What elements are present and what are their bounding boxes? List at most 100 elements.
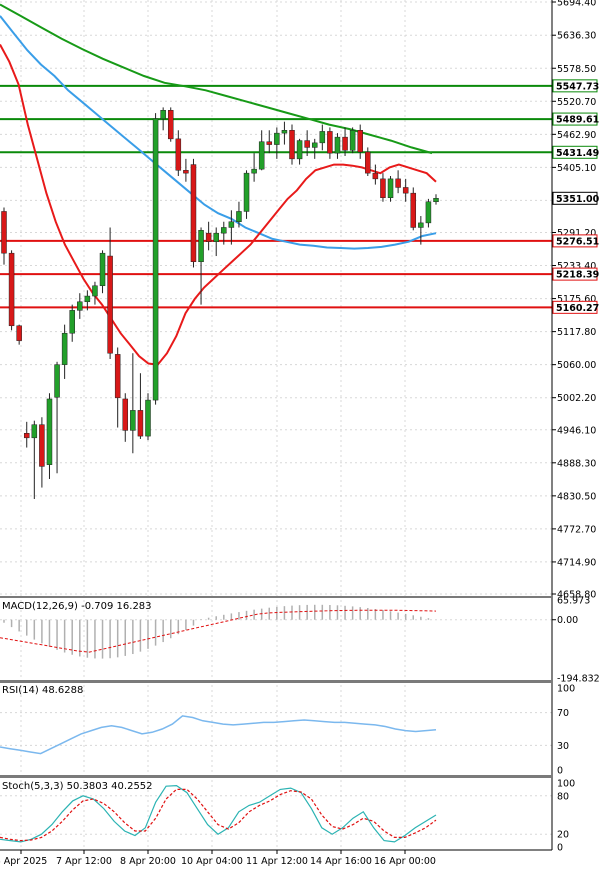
candle-body (190, 164, 197, 263)
level-tag-box (552, 234, 598, 248)
price-tick-label: 5117.80 (557, 327, 596, 338)
time-axis: 4 Apr 2025 7 Apr 12:00 8 Apr 20:00 10 Apr 0… (0, 850, 436, 867)
ma-mid-blue-line (0, 15, 437, 250)
time-tick-label: 4 Apr 2025 (0, 856, 47, 867)
candle-body (137, 410, 144, 437)
rsi-tick-label: 70 (557, 708, 569, 719)
candle-body (296, 140, 303, 160)
candle-body (349, 130, 356, 151)
level-tag-box (552, 112, 598, 126)
panel-separator (0, 775, 552, 778)
time-tick-label: 10 Apr 04:00 (181, 856, 243, 867)
ma-fast-red-line (0, 44, 437, 366)
panel-frames (0, 0, 553, 851)
price-tick-label: 4830.50 (557, 491, 596, 502)
price-axis: 5694.40 5636.30 5578.50 5520.70 5462.90 5405.… (552, 0, 600, 854)
rsi-tick-label: 0 (557, 766, 563, 777)
candle-body (183, 170, 189, 174)
level-tag-box (552, 267, 598, 281)
candle-body (54, 364, 60, 398)
candle-body (402, 187, 409, 194)
level-tag-label: 5431.49 (556, 148, 599, 159)
candle-body (380, 178, 386, 198)
moving-averages (0, 3, 437, 366)
candle-body (357, 130, 363, 153)
price-tick-label: 5060.00 (557, 360, 596, 371)
candle-body (433, 198, 439, 202)
price-tick-label: 5578.50 (557, 64, 596, 75)
stoch-k-line (0, 784, 437, 843)
candle-body (311, 142, 318, 148)
macd-label: MACD(12,26,9) -0.709 16.283 (2, 601, 152, 612)
panel-separator (0, 680, 552, 683)
level-tag-label: 5218.39 (556, 270, 599, 281)
stoch-tick-label: 80 (557, 791, 569, 802)
candle-body (175, 138, 182, 171)
rsi-panel (0, 712, 552, 755)
candle-body (145, 399, 151, 437)
candle-body (221, 227, 227, 234)
stoch-tick-label: 100 (557, 779, 575, 790)
candle-body (1, 211, 7, 254)
rsi-line (0, 715, 437, 755)
candle-body (243, 172, 250, 212)
rsi-tick-label: 30 (557, 741, 569, 752)
candle-body (327, 131, 333, 154)
price-tick-label: 4946.10 (557, 425, 596, 436)
grid-lines (0, 0, 552, 850)
price-tick-label: 4888.30 (557, 458, 596, 469)
level-tag-label: 5489.61 (556, 115, 599, 126)
candle-body (167, 110, 174, 140)
price-tags: 5547.73 5489.61 5431.49 5276.51 5218.39 5160.… (552, 79, 600, 314)
candle-body (258, 141, 265, 170)
price-tick-label: 5462.90 (557, 130, 596, 141)
candle-body (365, 151, 371, 174)
candle-body (61, 332, 68, 365)
stoch-d-line (0, 788, 437, 842)
macd-panel (0, 604, 552, 659)
candle-body (274, 132, 280, 145)
macd-tick-label: 65.973 (557, 596, 590, 607)
price-tick-label: 5405.10 (557, 163, 596, 174)
candle-body (16, 325, 22, 341)
price-tick-label: 4772.70 (557, 524, 596, 535)
macd-tick-label: 0.00 (557, 615, 578, 626)
price-tick-label: 5520.70 (557, 97, 596, 108)
current-price-box (552, 191, 598, 205)
price-tick-label: 5636.30 (557, 31, 596, 42)
candle-body (46, 398, 53, 465)
candle-body (418, 222, 424, 228)
time-tick-label: 16 Apr 00:00 (374, 856, 436, 867)
candle-body (425, 201, 432, 224)
candlestick-series (1, 107, 439, 499)
candle-body (289, 130, 295, 160)
candle-body (395, 178, 401, 188)
candle-body (387, 178, 394, 198)
candle-body (39, 424, 45, 467)
candle-body (266, 141, 273, 145)
macd-tick-label: -194.832 (557, 674, 600, 685)
candle-body (23, 433, 30, 439)
candle-body (228, 221, 235, 228)
time-tick-label: 8 Apr 20:00 (120, 856, 176, 867)
candle-body (152, 118, 159, 401)
candle-body (31, 424, 38, 439)
candle-body (8, 252, 15, 327)
candle-body (198, 230, 204, 263)
rsi-tick-label: 100 (557, 684, 575, 695)
candle-body (236, 211, 242, 222)
candle-body (69, 310, 75, 334)
price-tick-label: 5175.60 (557, 294, 596, 305)
current-price-label: 5351.00 (556, 194, 600, 205)
time-tick-label: 11 Apr 12:00 (246, 856, 308, 867)
time-tick-label: 14 Apr 16:00 (310, 856, 372, 867)
candle-body (84, 295, 91, 303)
candle-body (342, 136, 348, 151)
candle-body (122, 398, 129, 431)
candle-body (205, 232, 212, 242)
stoch-panel (0, 784, 552, 843)
candle-body (107, 255, 113, 354)
level-tag-label: 5160.27 (556, 303, 599, 314)
candle-body (281, 130, 288, 134)
level-tag-label: 5547.73 (556, 81, 599, 92)
